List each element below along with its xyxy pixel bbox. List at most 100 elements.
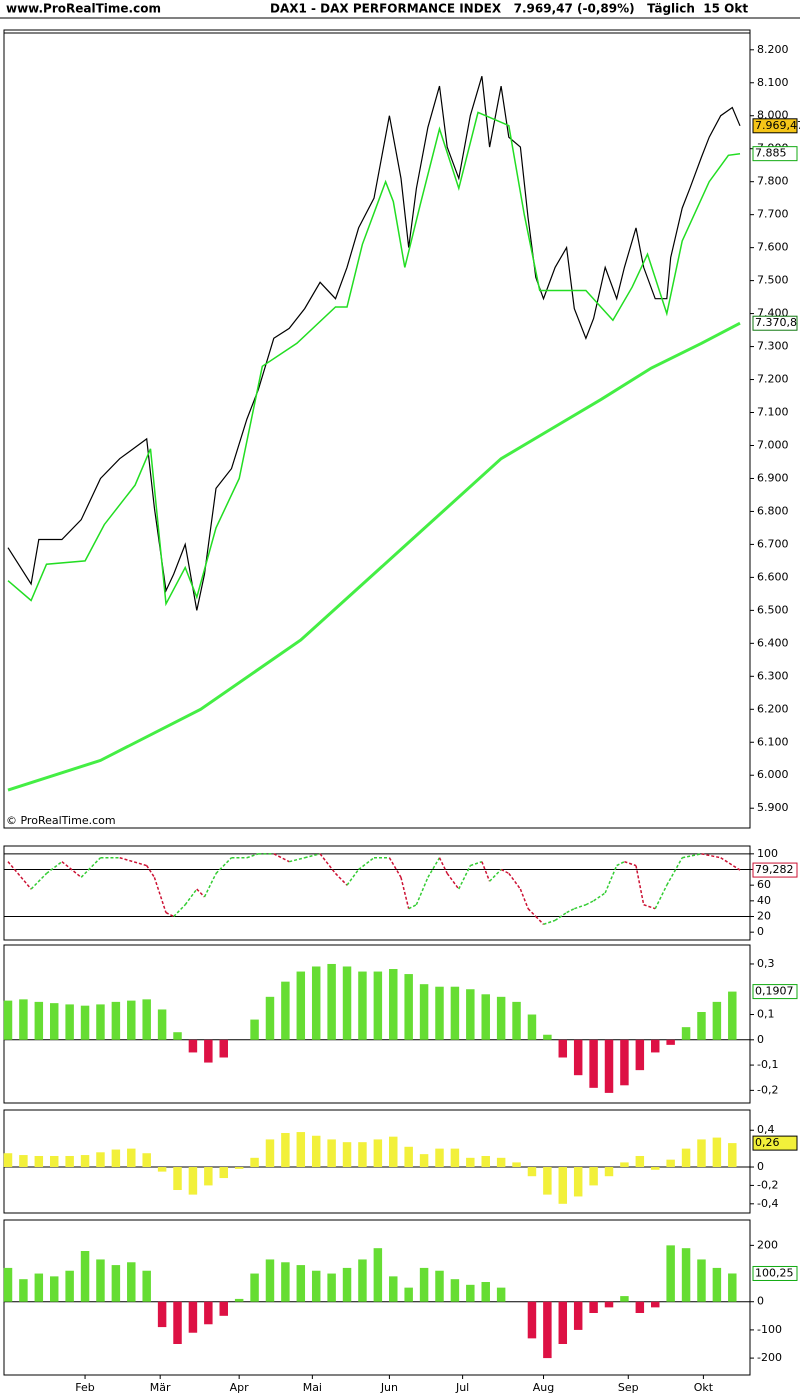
panel-frame [3,845,751,941]
oscillator-segment [146,865,156,878]
y-tick-label: 0 [757,925,764,938]
histogram-bar [327,1139,336,1168]
histogram-bar [543,1167,552,1195]
histogram-bar [373,1248,383,1302]
oscillator-segment [666,857,683,886]
oscillator-segment [196,888,206,898]
oscillator-segment [30,872,48,890]
histogram-bar [19,1279,28,1302]
histogram-bar [250,1273,259,1302]
histogram-bar [404,1146,413,1168]
last-value-box [752,984,798,1000]
oscillator-segment [215,857,232,874]
oscillator-segment [481,861,491,882]
histogram-bar [697,1011,706,1040]
series-line [7,111,741,607]
histogram-bar [96,1004,105,1040]
oscillator-segment [682,853,702,859]
last-value-label: 7.969,47 [755,119,800,132]
histogram-bar [80,1251,90,1302]
histogram-bar [188,1301,198,1333]
histogram-bar [311,1135,321,1168]
histogram-bar [265,1139,275,1168]
histogram-bar [281,1132,290,1168]
oscillator-segment [554,911,568,922]
histogram-bar [651,1039,660,1053]
histogram-bar [604,1039,614,1093]
y-tick-label: 7.600 [757,241,789,254]
oscillator-segment [446,872,460,890]
histogram-bar [512,1001,521,1040]
histogram-bar [589,1039,598,1088]
histogram-bar [543,1301,552,1359]
histogram-bar [450,986,460,1040]
y-tick-label: 0 [757,1033,764,1046]
oscillator-segment [289,857,305,863]
oscillator-segment [358,857,375,871]
histogram-bar [34,1001,44,1040]
y-tick-label: 6.300 [757,669,789,682]
y-tick-label: 6.200 [757,702,789,715]
histogram-bar [404,974,413,1040]
y-tick-label: 40 [757,894,771,907]
histogram-bar [373,971,383,1040]
histogram-bar [651,1301,660,1308]
last-value-box [752,1265,798,1281]
histogram-bar [389,969,398,1040]
histogram-bar [573,1301,583,1330]
oscillator-segment [304,853,321,859]
histogram-bar [19,999,28,1040]
last-value-box [752,862,798,878]
histogram-bar [635,1155,645,1168]
histogram-bar [142,1270,151,1302]
histogram-bar [681,1248,691,1302]
histogram-bar [651,1167,660,1170]
histogram-bar [620,1296,629,1302]
y-tick-label: -0,4 [757,1197,778,1210]
oscillator-segment [593,892,606,902]
histogram-bar [589,1301,598,1313]
histogram-bar [34,1155,44,1168]
histogram-bar [219,1301,228,1316]
histogram-bar [373,1139,383,1168]
histogram-bar [204,1301,213,1325]
y-tick-label: 6.800 [757,504,789,517]
last-value-box [752,315,798,331]
oscillator-segment [635,865,645,905]
histogram-bar [358,1142,367,1168]
x-tick-label: Jun [380,1381,398,1394]
histogram-bar [296,971,306,1040]
histogram-bar [527,1167,537,1177]
histogram-bar [19,1155,28,1168]
histogram-bar [419,1154,429,1168]
histogram-bar [142,999,151,1040]
histogram-bar [65,1155,74,1168]
histogram-bar [697,1139,706,1168]
histogram-bar [496,1287,506,1302]
histogram-bar [712,1137,722,1168]
watermark: © ProRealTime.com [6,814,116,827]
histogram-bar [573,1039,583,1076]
histogram-bar [589,1167,598,1186]
oscillator-segment [535,915,545,925]
site-name: www.ProRealTime.com [6,2,161,16]
y-tick-label: 6.100 [757,735,789,748]
y-tick-label: 8.100 [757,76,789,89]
chart-title: DAX1 - DAX PERFORMANCE INDEX 7.969,47 (-… [270,2,748,16]
oscillator-segment [46,861,63,875]
y-tick-label: -200 [757,1351,782,1364]
y-tick-label: -0,1 [757,1058,778,1071]
histogram-bar [342,1142,352,1168]
histogram-bar [3,1153,13,1168]
histogram-bar [358,971,367,1040]
histogram-bar [234,1167,244,1169]
y-tick-label: 6.900 [757,471,789,484]
histogram-bar [311,1270,321,1302]
y-tick-label: 7.200 [757,373,789,386]
series-line [7,321,741,792]
oscillator-segment [408,904,417,910]
oscillator-segment [346,869,360,886]
histogram-bar [481,994,490,1040]
histogram-bar [419,984,429,1040]
